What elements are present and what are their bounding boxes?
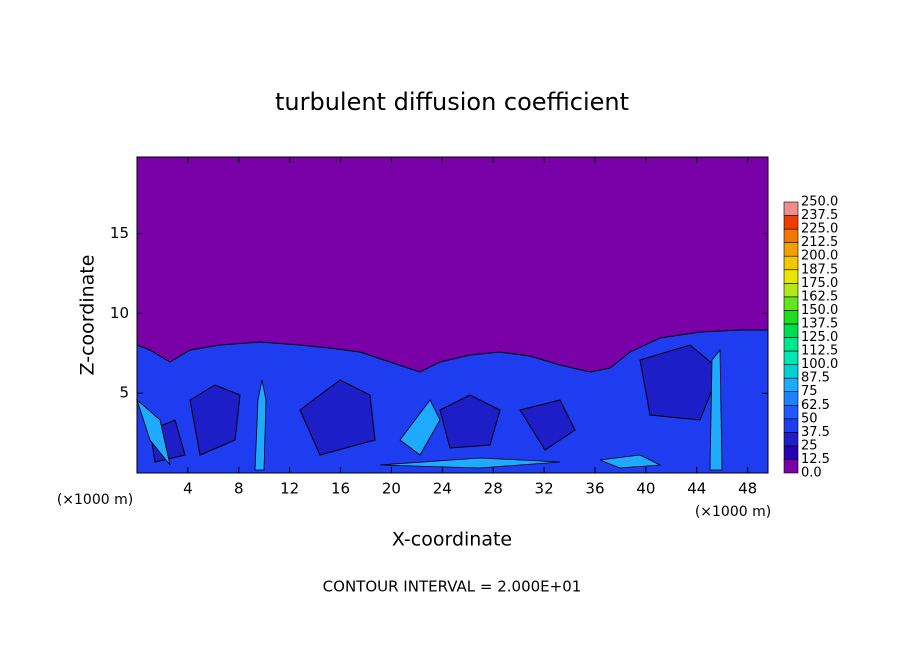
x-tick-label: 8 [234,480,244,498]
field-region [136,398,171,466]
field-region [254,379,267,471]
colorbar-box [783,310,799,325]
colorbar-box [783,391,799,406]
colorbar-label: 87.5 [801,371,830,386]
colorbar-box [783,364,799,379]
colorbar-box [783,404,799,420]
colorbar-label: 212.5 [801,235,838,250]
colorbar-box [783,269,799,284]
x-tick-label: 40 [636,480,655,498]
colorbar-label: 125.0 [801,330,838,345]
chart-title: turbulent diffusion coefficient [275,88,629,116]
colorbar-label: 37.5 [801,425,830,440]
field-region [599,454,662,469]
field-region [399,399,441,456]
plot-frame [136,156,769,474]
colorbar-label: 0.0 [801,466,822,481]
colorbar-box [783,201,799,216]
x-tick-label: 44 [687,480,706,498]
x-tick-label: 36 [585,480,604,498]
field-region [189,384,241,456]
field [136,157,769,474]
colorbar-label: 175.0 [801,276,838,291]
x-axis-label: X-coordinate [392,529,512,551]
field-region [519,399,576,451]
colorbar-box [783,296,799,311]
colorbar-label: 100.0 [801,357,838,372]
x-tick-label: 32 [535,480,554,498]
field-region [136,329,769,474]
colorbar-label: 62.5 [801,398,830,413]
colorbar-box [783,242,799,257]
y-tick-label: 15 [110,224,129,242]
colorbar-label: 150.0 [801,303,838,318]
colorbar-label: 250.0 [801,195,838,210]
colorbar-box [783,432,799,447]
field-region [709,348,723,471]
colorbar-box [783,255,799,271]
colorbar-box [783,350,799,365]
colorbar-label: 200.0 [801,249,838,264]
colorbar-box [783,418,799,433]
x-tick-label: 4 [183,480,193,498]
footer-note: CONTOUR INTERVAL = 2.000E+01 [323,578,582,596]
x-tick-label: 16 [331,480,350,498]
colorbar-box [783,377,799,392]
colorbar-label: 12.5 [801,452,830,467]
x-tick-label: 20 [382,480,401,498]
colorbar-box [783,445,799,460]
colorbar-label: 162.5 [801,289,838,304]
field-region [439,394,501,449]
field-region [299,379,376,456]
colorbar-box [783,337,799,352]
colorbar-box [783,459,799,474]
x-tick-label: 24 [433,480,452,498]
x-unit-label: (×1000 m) [695,504,771,520]
colorbar-label: 75 [801,384,818,399]
x-tick-label: 28 [484,480,503,498]
x-tick-label: 48 [738,480,757,498]
colorbar-label: 137.5 [801,316,838,331]
colorbar-box [783,228,799,243]
y-tick-label: 10 [110,304,129,322]
colorbar-label: 187.5 [801,262,838,277]
colorbar-label: 237.5 [801,208,838,223]
colorbar-label: 225.0 [801,222,838,237]
colorbar-label: 25 [801,438,818,453]
field-region [639,344,721,421]
colorbar-label: 112.5 [801,344,838,359]
colorbar-box [783,215,799,230]
colorbar-box [783,323,799,338]
colorbar-label: 50 [801,411,818,426]
colorbar-box [783,282,799,298]
y-tick-label: 5 [119,384,129,402]
x-unit-label: (×1000 m) [57,492,133,508]
x-tick-label: 12 [280,480,299,498]
field-region [379,457,561,469]
y-axis-label: Z-coordinate [77,255,99,376]
